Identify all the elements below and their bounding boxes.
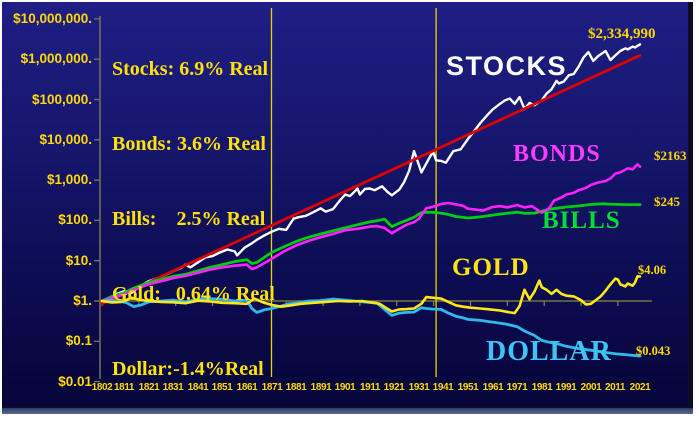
- x-axis-label: 1941: [432, 382, 454, 393]
- plot-canvas: [94, 8, 652, 383]
- series-line-dollar: [100, 297, 642, 358]
- x-axis-label: 1871: [261, 382, 283, 393]
- x-axis-label: 1911: [359, 382, 381, 393]
- x-axis-label: 1821: [138, 382, 160, 393]
- x-axis-label: 1901: [334, 382, 356, 393]
- legend-line-bonds: Bonds: 3.6% Real: [112, 133, 266, 155]
- end-value-stocks: $2,334,990: [588, 26, 656, 42]
- series-label-bills: BILLS: [542, 207, 621, 234]
- x-axis-label: 1881: [285, 382, 307, 393]
- y-axis-label: $0.1: [65, 333, 92, 348]
- legend-line-gold: Gold: 0.64% Real: [112, 283, 275, 305]
- series-line-stocks: [100, 43, 642, 303]
- x-axis-label: 1811: [113, 382, 135, 393]
- x-axis-label: 1981: [531, 382, 553, 393]
- returns-legend: Stocks: 6.9% Real Bonds: 3.6% Real Bills…: [112, 7, 275, 432]
- series-label-gold: GOLD: [452, 254, 530, 281]
- x-axis-label: 2011: [604, 382, 626, 393]
- x-axis-label: 1851: [211, 382, 233, 393]
- legend-line-dollar: Dollar:-1.4%Real: [112, 358, 264, 380]
- y-axis-label: $10.: [65, 253, 92, 268]
- x-axis-label: 1971: [506, 382, 528, 393]
- y-axis-label: $10,000,000.: [13, 11, 92, 26]
- series-label-bonds: BONDS: [513, 141, 601, 167]
- x-axis-label: 1961: [482, 382, 504, 393]
- series-label-stocks: STOCKS: [446, 51, 568, 81]
- series-line-bonds: [100, 163, 642, 303]
- end-value-gold: $4.06: [638, 263, 667, 277]
- end-value-bonds: $2163: [654, 148, 687, 163]
- legend-line-bills: Bills: 2.5% Real: [112, 208, 266, 230]
- y-axis-label: $10,000.: [39, 132, 92, 147]
- x-axis-label: 1802: [91, 382, 113, 393]
- x-axis-label: 1891: [310, 382, 332, 393]
- y-axis-label: $100,000.: [31, 92, 92, 107]
- legend-line-stocks: Stocks: 6.9% Real: [112, 58, 269, 80]
- series-label-dollar: DOLLAR: [486, 336, 612, 367]
- x-axis-label: 1841: [187, 382, 209, 393]
- x-axis-label: 1861: [236, 382, 258, 393]
- x-axis-label: 1991: [555, 382, 577, 393]
- x-axis-label: 1931: [408, 382, 430, 393]
- y-axis-label: $1.: [73, 293, 92, 308]
- series-line-bills: [100, 202, 642, 303]
- end-value-bills: $245: [654, 194, 680, 209]
- x-axis-label: 1921: [383, 382, 405, 393]
- series-line-gold: [100, 274, 642, 315]
- x-axis-label: 2001: [580, 382, 602, 393]
- y-axis-label: $1,000.: [46, 172, 92, 187]
- series-line-trend: [100, 53, 642, 306]
- y-axis-label: $0.01: [58, 374, 92, 389]
- y-axis-label: $100.: [58, 212, 92, 227]
- x-axis-label: 1951: [457, 382, 479, 393]
- y-axis-label: $1,000,000.: [20, 51, 92, 66]
- x-axis-label: 1831: [162, 382, 184, 393]
- end-value-dollar: $0.043: [636, 344, 671, 358]
- x-axis-label: 2021: [629, 382, 651, 393]
- slide-bottom-edge: [2, 408, 693, 414]
- chart-slide: $10,000,000. $1,000,000. $100,000. $10,000.…: [2, 2, 693, 408]
